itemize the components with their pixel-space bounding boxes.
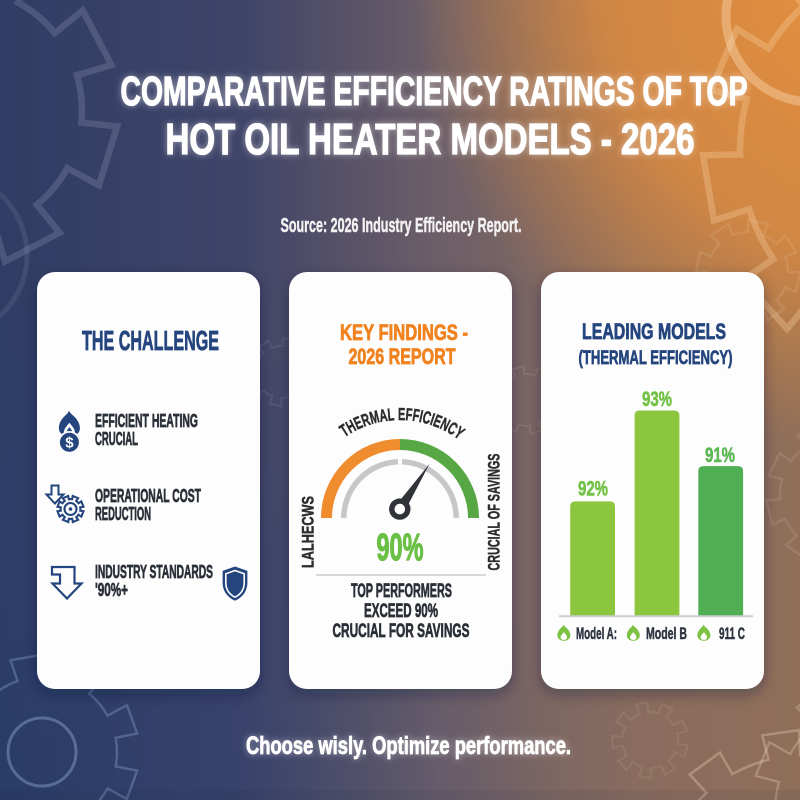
svg-text:$: $	[65, 435, 74, 452]
svg-text:THE CHALLENGE: THE CHALLENGE	[82, 325, 219, 356]
svg-text:COMPARATIVE EFFICIENCY RATINGS: COMPARATIVE EFFICIENCY RATINGS OF TOP	[121, 68, 748, 114]
svg-text:(THERMAL EFFICIENCY): (THERMAL EFFICIENCY)	[579, 347, 733, 369]
svg-text:Source: 2026 Industry Efficien: Source: 2026 Industry Efficiency Report.	[281, 215, 522, 237]
svg-text:REDUCTION: REDUCTION	[95, 504, 151, 524]
svg-text:TOP PERFORMERS: TOP PERFORMERS	[351, 580, 452, 602]
svg-text:EXCEED 90%: EXCEED 90%	[364, 600, 438, 622]
svg-text:CRUCIAL OF SAVINGS: CRUCIAL OF SAVINGS	[485, 454, 504, 571]
svg-text:INDUSTRY STANDARDS: INDUSTRY STANDARDS	[95, 562, 213, 582]
svg-text:E: E	[398, 406, 406, 425]
svg-text:KEY FINDINGS -: KEY FINDINGS -	[340, 320, 468, 345]
svg-text:93%: 93%	[642, 388, 672, 411]
svg-text:911 C: 911 C	[719, 625, 745, 643]
svg-text:F: F	[411, 406, 421, 426]
svg-text:92%: 92%	[578, 478, 608, 501]
svg-text:I: I	[418, 408, 425, 427]
svg-text:LEADING MODELS: LEADING MODELS	[582, 319, 726, 344]
svg-text:HOT OIL HEATER MODELS - 2026: HOT OIL HEATER MODELS - 2026	[166, 115, 695, 164]
svg-text:OPERATIONAL COST: OPERATIONAL COST	[95, 486, 201, 506]
svg-text:A: A	[378, 406, 389, 426]
svg-text:90%: 90%	[377, 527, 424, 569]
svg-text:EFFICIENT HEATING: EFFICIENT HEATING	[95, 411, 198, 431]
svg-text:'90%+: '90%+	[95, 580, 128, 600]
svg-text:Choose wisly. Optimize perform: Choose wisly. Optimize performance.	[246, 732, 571, 760]
svg-text:I: I	[428, 411, 437, 430]
svg-text:CRUCIAL FOR SAVINGS: CRUCIAL FOR SAVINGS	[333, 620, 470, 642]
svg-text:2026 REPORT: 2026 REPORT	[349, 344, 456, 369]
svg-text:Model B: Model B	[646, 625, 687, 643]
svg-text:91%: 91%	[705, 444, 735, 467]
svg-text:LALHECWS: LALHECWS	[299, 496, 318, 568]
svg-text:L: L	[387, 406, 395, 426]
svg-text:F: F	[405, 406, 413, 426]
svg-text:CRUCIAL: CRUCIAL	[95, 429, 138, 449]
svg-text:Model A:: Model A:	[576, 625, 617, 643]
